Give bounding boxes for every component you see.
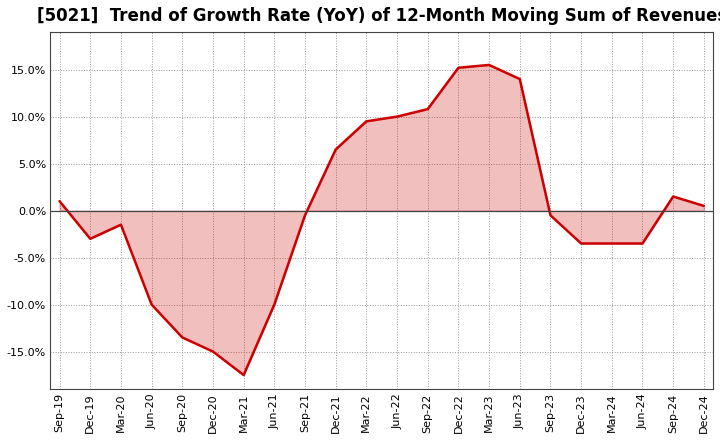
Title: [5021]  Trend of Growth Rate (YoY) of 12-Month Moving Sum of Revenues: [5021] Trend of Growth Rate (YoY) of 12-… (37, 7, 720, 25)
